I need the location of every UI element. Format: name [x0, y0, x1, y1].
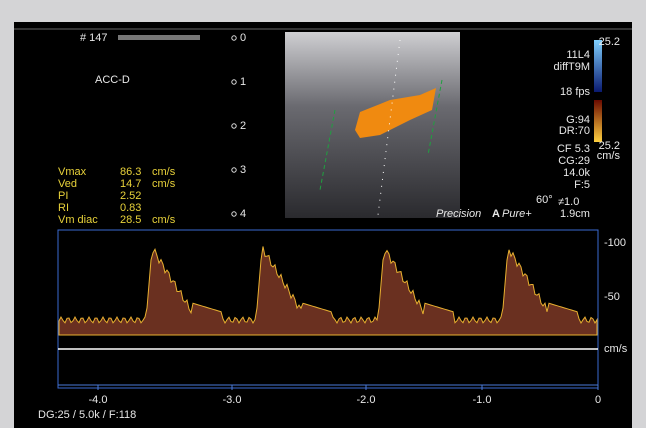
setting: 14.0k [563, 167, 590, 179]
depth-dot [231, 79, 237, 85]
time-label: -2.0 [357, 394, 376, 406]
setting: 11L4 [566, 49, 590, 61]
measure-value: 0.83 [120, 202, 141, 214]
measure-value: 14.7 [120, 178, 141, 190]
footer: DG:25 / 5.0k / F:118 [38, 409, 136, 421]
setting: CF 5.3 [557, 143, 590, 155]
velocity-label: -100 [604, 237, 626, 249]
steer: ≠1.0 [558, 196, 579, 208]
measure-value: 2.52 [120, 190, 141, 202]
depth-mark: 1 [240, 76, 246, 88]
precision: Precision [436, 208, 481, 220]
time-label: -1.0 [473, 394, 492, 406]
setting: DR:70 [559, 125, 590, 137]
measure-unit: cm/s [152, 178, 176, 190]
measure-value: 28.5 [120, 214, 141, 226]
velocity-label: cm/s [604, 343, 628, 355]
frame: # 147 [80, 32, 108, 44]
measure-name: RI [58, 202, 69, 214]
measure-unit: cm/s [152, 166, 176, 178]
scale-blue [594, 40, 602, 92]
measure-name: Vmax [58, 166, 87, 178]
time-label: -3.0 [223, 394, 242, 406]
depth-dot [231, 167, 237, 173]
time-label: 0 [595, 394, 601, 406]
scale-orange [594, 100, 602, 142]
frame-bar [118, 35, 200, 40]
scale-unit: cm/s [597, 150, 621, 162]
color-flow [355, 88, 436, 138]
velocity-label: -50 [604, 291, 620, 303]
measure-name: PI [58, 190, 68, 202]
depth: 1.9cm [560, 208, 590, 220]
setting: diffT9M [554, 61, 590, 73]
depth-dot [231, 35, 237, 41]
setting: 18 fps [560, 86, 590, 98]
depth-dot [231, 123, 237, 129]
pure-mark: A [492, 208, 500, 220]
depth-dot [231, 211, 237, 217]
pure: Pure+ [502, 208, 532, 220]
measure-unit: cm/s [152, 214, 176, 226]
setting: F:5 [574, 179, 590, 191]
depth-mark: 4 [240, 208, 246, 220]
depth-mark: 3 [240, 164, 246, 176]
preset: ACC-D [95, 74, 130, 86]
setting: CG:29 [558, 155, 590, 167]
roi-edge [427, 79, 443, 156]
measure-name: Vm diac [58, 214, 98, 226]
depth-mark: 0 [240, 32, 246, 44]
spectrum-box [57, 229, 599, 389]
measure-value: 86.3 [120, 166, 141, 178]
setting: G:94 [566, 114, 590, 126]
scale-bottom: 25.2 [599, 140, 620, 152]
measure-name: Ved [58, 178, 77, 190]
time-label: -4.0 [89, 394, 108, 406]
doppler-spectrum [58, 246, 598, 336]
scale-top: 25.2 [599, 36, 620, 48]
angle: 60° [536, 194, 553, 206]
depth-mark: 2 [240, 120, 246, 132]
